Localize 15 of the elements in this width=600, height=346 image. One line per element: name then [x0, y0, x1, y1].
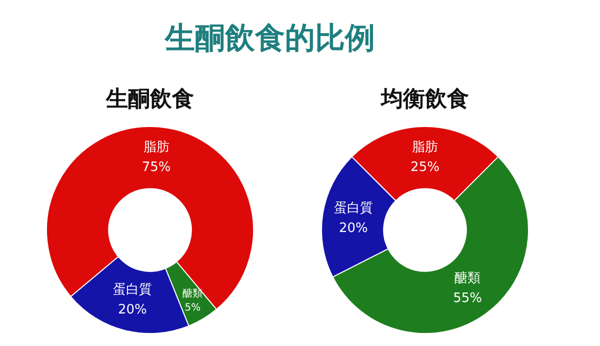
data-label: 5% — [184, 302, 201, 314]
slice-label: 醣類 — [182, 288, 203, 300]
text: 生酮飲食的比例 — [163, 20, 376, 58]
data-label: 20% — [118, 302, 147, 318]
chart-title: 均衡飲食 — [379, 86, 470, 114]
data-label: 55% — [453, 290, 482, 306]
chart-title: 生酮飲食 — [104, 86, 195, 114]
slice-label: 醣類 — [454, 270, 481, 286]
data-label: 25% — [410, 160, 440, 175]
slice-label: 蛋白質 — [334, 201, 373, 216]
slice-label: 脂肪 — [412, 140, 438, 155]
data-label: 75% — [142, 160, 171, 176]
slice-label: 脂肪 — [143, 140, 170, 156]
data-label: 20% — [338, 221, 368, 236]
slice-label: 蛋白質 — [112, 282, 152, 298]
